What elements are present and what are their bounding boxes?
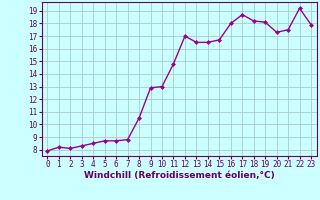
X-axis label: Windchill (Refroidissement éolien,°C): Windchill (Refroidissement éolien,°C) <box>84 171 275 180</box>
